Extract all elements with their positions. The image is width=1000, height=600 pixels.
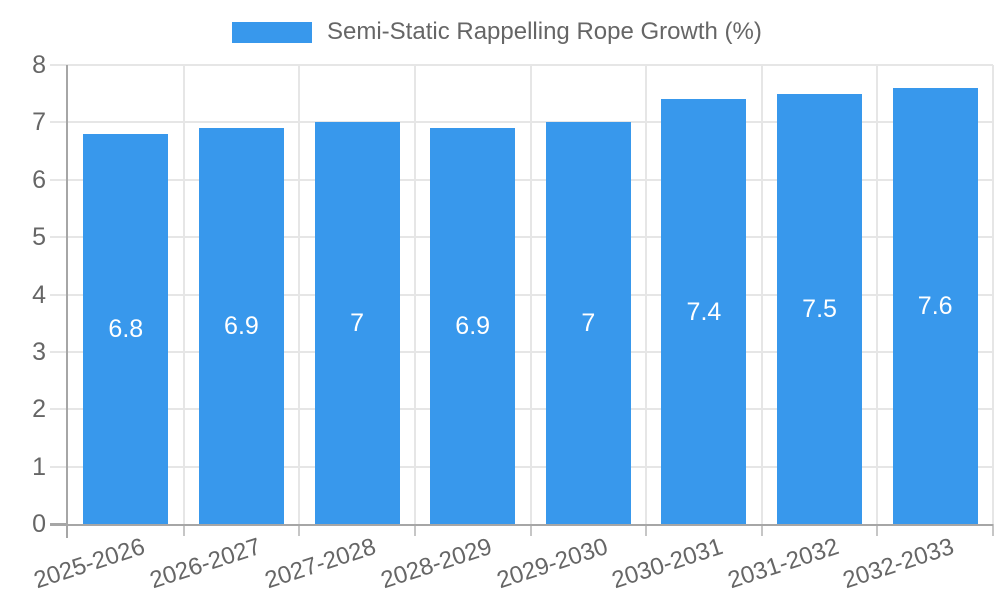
legend[interactable]: Semi-Static Rappelling Rope Growth (%) (232, 19, 762, 45)
x-axis-line (50, 524, 993, 526)
bar-2030-2031 (661, 99, 747, 524)
x-axis-tick-label: 2028-2029 (377, 533, 496, 595)
bar-2028-2029 (430, 128, 516, 524)
y-axis-tick-label: 0 (32, 510, 46, 538)
x-axis-tick (645, 524, 648, 536)
y-axis-tick (50, 64, 68, 66)
gridline-vertical (182, 65, 185, 524)
bar-value-label: 7.5 (802, 294, 837, 323)
x-axis-tick (760, 524, 763, 536)
x-axis-tick-label: 2030-2031 (608, 533, 727, 595)
y-axis-tick (50, 408, 68, 411)
x-axis-tick-label: 2025-2026 (30, 533, 149, 595)
bar-2029-2030 (545, 122, 631, 524)
gridline-vertical (529, 65, 532, 524)
y-axis-tick-label: 6 (32, 165, 46, 194)
x-axis-tick (182, 524, 185, 536)
y-axis-line (66, 65, 68, 538)
x-axis-tick-label: 2032-2033 (840, 533, 958, 595)
y-axis-tick (50, 293, 68, 296)
y-axis-tick (50, 465, 68, 468)
y-axis-tick (50, 178, 68, 181)
bar-2025-2026 (83, 133, 169, 524)
x-axis-tick-label: 2027-2028 (261, 533, 380, 595)
x-axis-tick (413, 524, 416, 536)
bar-value-label: 7.4 (686, 297, 722, 326)
gridline-vertical (992, 65, 994, 524)
x-axis-tick (876, 524, 879, 536)
y-axis-tick-label: 4 (32, 280, 46, 309)
y-axis-tick-label: 8 (32, 51, 46, 79)
x-axis-tick (992, 524, 994, 536)
bar-value-label: 7 (350, 309, 365, 338)
x-axis-tick (529, 524, 532, 536)
y-axis-tick-label: 2 (32, 395, 46, 424)
x-axis-tick-label: 2031-2032 (724, 533, 842, 595)
x-axis-tick-label: 2026-2027 (146, 533, 264, 595)
gridline-vertical (645, 65, 648, 524)
y-axis-tick (50, 236, 68, 239)
bar-value-label: 6.9 (224, 312, 259, 341)
bar-2031-2032 (777, 93, 863, 524)
y-axis-tick-label: 7 (32, 108, 46, 137)
bar-2026-2027 (198, 128, 284, 524)
gridline-vertical (760, 65, 763, 524)
x-axis-tick (298, 524, 301, 536)
y-axis-tick-label: 5 (32, 223, 46, 252)
bar-value-label: 6.8 (108, 314, 144, 343)
legend-swatch (232, 21, 312, 43)
gridline-vertical (298, 65, 301, 524)
y-axis-tick-label: 3 (32, 337, 46, 366)
bar-2027-2028 (314, 122, 400, 524)
bar-value-label: 6.9 (455, 312, 491, 341)
bar-2032-2033 (892, 87, 978, 524)
legend-label: Semi-Static Rappelling Rope Growth (%) (327, 18, 762, 45)
y-axis-tick (50, 350, 68, 353)
bar-value-label: 7.6 (917, 291, 953, 320)
gridline-vertical (413, 65, 416, 524)
bar-value-label: 7 (581, 309, 596, 338)
y-axis-tick-label: 1 (32, 452, 46, 481)
gridline-vertical (876, 65, 879, 524)
y-axis-tick (50, 121, 68, 124)
x-axis-tick-label: 2029-2030 (493, 533, 611, 595)
